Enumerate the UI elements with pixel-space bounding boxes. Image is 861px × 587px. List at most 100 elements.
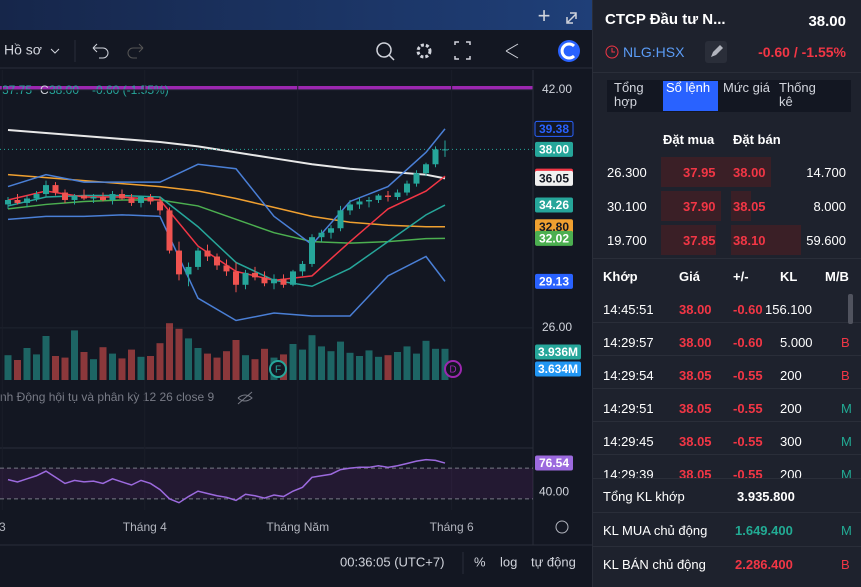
volume-bar (327, 351, 335, 380)
volume-bar (213, 357, 221, 380)
volume-bar (109, 353, 116, 380)
price-badge (535, 230, 573, 246)
log-button[interactable]: log (500, 554, 517, 569)
trade-cell: 14:45:51 (603, 302, 654, 317)
price-badge (534, 120, 574, 137)
trade-cell: -0.55 (733, 434, 763, 449)
volume-badge-label: 3.634M (538, 362, 578, 376)
volume-bar (156, 343, 164, 380)
volume-bar (413, 353, 420, 380)
indicator-label: nh Động hội tụ và phân kỳ 12 26 close 9 (0, 390, 214, 404)
trade-cell: 38.00 (679, 302, 712, 317)
summary-divider (593, 478, 861, 479)
candle-body (90, 197, 97, 199)
volume-bar (90, 359, 97, 380)
volume-bar (23, 348, 31, 380)
orderbook-cell: 59.600 (806, 233, 846, 248)
settings-button[interactable] (416, 43, 432, 59)
expand-button[interactable] (566, 12, 577, 24)
bid-depth (661, 225, 716, 255)
stock-symbol[interactable]: NLG:HSX (623, 44, 685, 60)
trade-cell: 14:29:45 (603, 434, 654, 449)
fullscreen-button[interactable] (454, 41, 471, 60)
indicator-line (7, 199, 446, 244)
candle-body (43, 185, 49, 195)
event-marker-label: D (449, 365, 456, 376)
event-marker (444, 360, 462, 378)
candle-body (52, 185, 59, 193)
candle-body (195, 250, 201, 267)
candle-body (271, 278, 277, 284)
candle-body (157, 201, 163, 211)
share-button[interactable] (505, 43, 519, 59)
ask-depth (731, 157, 771, 187)
volume-bar (52, 356, 59, 380)
auto-button[interactable]: tự động (531, 554, 576, 569)
undo-button[interactable] (92, 43, 109, 59)
summary-label: Tổng KL khớp (603, 489, 685, 504)
indicator-line (7, 214, 446, 322)
side-panel: CTCP Đầu tư N... 38.00 NLG:HSX -0.60 / -… (592, 0, 861, 587)
trade-cell: 14:29:51 (603, 401, 654, 416)
volume-badge (535, 344, 581, 360)
add-button[interactable]: + (538, 3, 551, 28)
candle-body (290, 271, 296, 285)
candle-body (81, 195, 87, 199)
tab-bar: Tổng hợp Sổ lệnh Mức giá Thống kê (607, 80, 851, 112)
volume-bar (185, 338, 192, 380)
orderbook-cell: 19.700 (607, 233, 647, 248)
candle-body (347, 204, 353, 211)
edit-button[interactable] (705, 41, 727, 63)
summary-side: M (841, 523, 852, 538)
candle-body (385, 195, 391, 197)
candle-body (261, 277, 268, 284)
candle-body (299, 263, 306, 272)
trade-cell: 14:29:39 (603, 467, 654, 480)
percent-button[interactable]: % (474, 554, 486, 569)
volume-bar (384, 355, 392, 380)
tab[interactable]: Thống kê (779, 80, 816, 109)
candle-body (252, 272, 258, 278)
axis-settings[interactable] (555, 520, 569, 534)
candle-body (5, 199, 11, 205)
trade-cell: 156.100 (765, 302, 812, 317)
indicator-line (7, 129, 446, 180)
trade-cell: -0.55 (733, 467, 763, 480)
tab[interactable]: Tổng hợp (614, 80, 644, 109)
candle-body (147, 197, 154, 202)
orderbook-cell: 30.100 (607, 199, 647, 214)
trade-cell: M (841, 401, 852, 416)
volume-bar (71, 330, 78, 380)
volume-bar (61, 357, 69, 380)
row-divider (593, 355, 861, 356)
price-badge-label: 29.13 (539, 275, 569, 289)
candle-body (128, 198, 135, 203)
tab[interactable]: Sổ lệnh (663, 81, 718, 111)
volume-bar (403, 346, 411, 380)
price-badge (535, 141, 573, 157)
rsi-band (0, 468, 533, 499)
price-badge (535, 170, 573, 186)
candle-body (100, 197, 106, 200)
candle-body (280, 278, 287, 285)
orderbook-cell: 38.05 (733, 199, 766, 214)
candle-body (166, 210, 173, 251)
search-button[interactable] (376, 42, 392, 58)
volume-bar (261, 348, 268, 380)
redo-button[interactable] (127, 43, 144, 59)
candle-body (404, 183, 410, 193)
volume-bar (432, 348, 439, 380)
tab[interactable]: Mức giá (723, 80, 770, 95)
volume-bar (242, 355, 249, 380)
trade-cell: 200 (780, 368, 802, 383)
profile-button[interactable]: Hồ sơ (4, 42, 42, 58)
trade-cell: 14:29:57 (603, 335, 654, 350)
hide-indicator[interactable] (237, 391, 253, 405)
volume-bar (118, 358, 126, 380)
trade-header: Khớp (603, 269, 638, 284)
orderbook-cell: 37.90 (683, 199, 716, 214)
candle-body (14, 199, 21, 203)
volume-bar (14, 360, 21, 380)
volume-bar (194, 348, 202, 380)
